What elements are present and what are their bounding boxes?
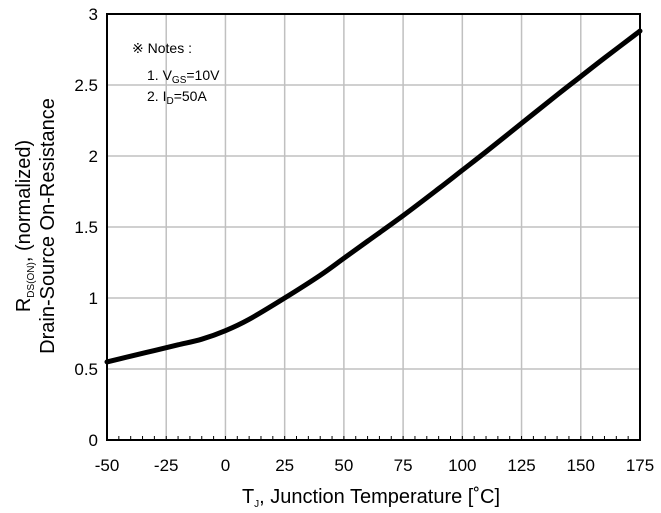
y-tick-labels: 0 0.5 1 1.5 2 2.5 3	[74, 5, 98, 450]
series-group	[104, 28, 643, 365]
x-tick-label: -50	[95, 456, 120, 475]
x-tick-label: 0	[221, 456, 230, 475]
x-tick-label: 25	[275, 456, 294, 475]
y-tick-label: 3	[89, 5, 98, 24]
grid	[107, 14, 640, 440]
x-axis-title: TJ, Junction Temperature [˚C]	[242, 486, 500, 510]
plot-frame	[106, 13, 641, 441]
notes: ※ Notes : 1. VGS=10V 2. ID=50A	[132, 40, 220, 107]
y-axis-title-line1: RDS(ON), (normalized)	[13, 140, 37, 312]
y-tick-label: 2.5	[74, 76, 98, 95]
x-tick-label: 50	[334, 456, 353, 475]
x-tick-label: 75	[394, 456, 413, 475]
y-axis-title-line2: Drain-Source On-Resistance	[37, 98, 59, 354]
x-tick-label: 150	[567, 456, 595, 475]
y-tick-label: 2	[89, 147, 98, 166]
x-tick-label: 125	[507, 456, 535, 475]
x-tick-label: 175	[626, 456, 654, 475]
note-item-vgs: 1. VGS=10V	[147, 67, 220, 86]
x-tick-labels: -50 -25 0 25 50 75 100 125 150 175	[95, 456, 654, 475]
y-tick-label: 1.5	[74, 218, 98, 237]
notes-heading: ※ Notes :	[132, 40, 192, 56]
note-item-id: 2. ID=50A	[147, 88, 207, 107]
y-tick-label: 0.5	[74, 360, 98, 379]
x-tick-label: 100	[448, 456, 476, 475]
series-line-0	[104, 28, 643, 365]
x-tick-label: -25	[154, 456, 179, 475]
y-tick-label: 1	[89, 289, 98, 308]
y-tick-label: 0	[89, 431, 98, 450]
